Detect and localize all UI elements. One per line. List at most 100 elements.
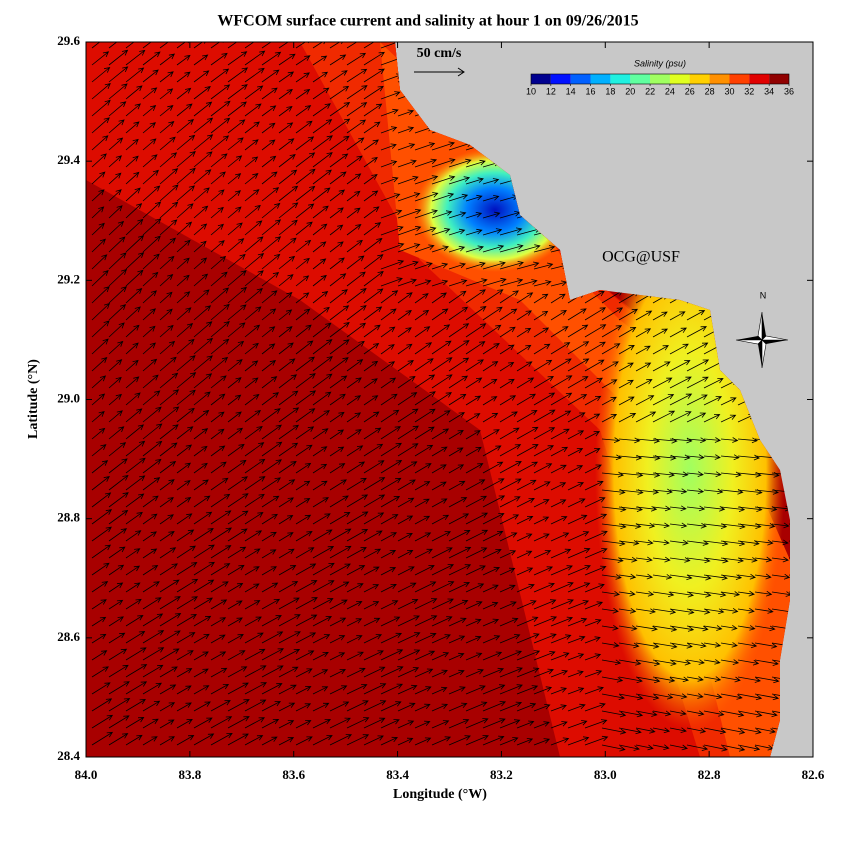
current-arrow (125, 548, 141, 559)
current-arrow (261, 477, 281, 491)
current-arrow (261, 615, 282, 627)
current-arrow (176, 355, 196, 372)
current-arrow (516, 616, 539, 627)
current-arrow (261, 495, 280, 508)
current-arrow (176, 257, 190, 270)
current-arrow (244, 530, 263, 542)
current-arrow (397, 226, 422, 236)
current-arrow (686, 522, 707, 529)
current-arrow (669, 488, 688, 495)
current-arrow (380, 460, 403, 474)
current-arrow (482, 244, 505, 253)
current-arrow (533, 463, 553, 474)
current-arrow (312, 702, 330, 712)
current-arrow (261, 631, 284, 644)
current-arrow (329, 429, 345, 440)
current-arrow (312, 546, 335, 559)
current-arrow (312, 103, 331, 117)
current-arrow (227, 582, 244, 593)
current-arrow (482, 651, 503, 661)
current-arrow (91, 599, 107, 610)
current-arrow (210, 68, 230, 83)
current-arrow (210, 563, 231, 576)
current-arrow (669, 327, 687, 338)
current-arrow (125, 440, 146, 457)
current-arrow (618, 556, 638, 563)
current-arrow (210, 617, 227, 627)
current-arrow (108, 426, 125, 440)
current-arrow (686, 342, 709, 355)
current-arrow (295, 292, 310, 304)
current-arrow (329, 495, 349, 508)
current-arrow (108, 632, 126, 644)
current-arrow (159, 152, 178, 168)
current-arrow (414, 142, 436, 151)
current-arrow (295, 373, 316, 389)
scale-label: 50 cm/s (417, 46, 462, 61)
current-arrow (380, 226, 404, 236)
current-arrow (380, 666, 404, 678)
current-arrow (278, 614, 301, 627)
current-arrow (533, 668, 554, 678)
current-arrow (601, 379, 618, 389)
current-arrow (601, 325, 623, 338)
current-arrow (771, 556, 789, 563)
current-arrow (278, 219, 298, 236)
current-arrow (261, 122, 276, 134)
current-arrow (210, 255, 227, 270)
current-arrow (108, 664, 129, 678)
current-arrow (295, 356, 315, 372)
current-arrow (176, 718, 193, 729)
current-arrow (125, 171, 140, 185)
current-arrow (329, 545, 352, 559)
current-arrow (550, 392, 573, 406)
colorbar-tick-label: 12 (546, 86, 556, 96)
current-arrow (754, 625, 776, 632)
y-tick-label: 29.6 (57, 33, 80, 48)
current-arrow (635, 395, 655, 406)
current-arrow (703, 540, 729, 547)
current-arrow (159, 648, 180, 661)
current-arrow (108, 509, 129, 525)
current-arrow (431, 703, 449, 712)
current-arrow (550, 721, 568, 729)
current-arrow (703, 396, 723, 406)
current-arrow (295, 736, 313, 746)
current-arrow (227, 650, 246, 661)
current-arrow (703, 727, 727, 735)
current-arrow (720, 540, 746, 547)
current-arrow (686, 625, 709, 632)
current-arrow (601, 574, 622, 580)
current-arrow (91, 222, 105, 236)
current-arrow (720, 607, 739, 614)
current-arrow (363, 650, 384, 661)
current-arrow (227, 510, 249, 525)
current-arrow (465, 618, 482, 627)
current-arrow (363, 121, 381, 134)
current-arrow (686, 659, 705, 665)
current-arrow (278, 292, 293, 304)
current-arrow (550, 428, 570, 440)
current-arrow (193, 205, 209, 219)
current-arrow (499, 719, 521, 729)
current-arrow (465, 377, 483, 389)
current-arrow (210, 716, 233, 729)
current-arrow (227, 493, 249, 508)
current-arrow (499, 261, 524, 270)
current-arrow (125, 49, 146, 66)
current-arrow (720, 414, 737, 423)
current-arrow (482, 195, 500, 202)
current-arrow (278, 342, 294, 355)
colorbar-tick-label: 18 (605, 86, 615, 96)
current-arrow (703, 414, 721, 423)
current-arrow (261, 42, 283, 49)
current-arrow (176, 291, 191, 304)
current-arrow (125, 475, 146, 491)
current-arrow (380, 176, 399, 185)
current-arrow (380, 242, 405, 253)
current-arrow (550, 293, 566, 304)
current-arrow (567, 482, 585, 491)
current-arrow (414, 279, 432, 287)
current-arrow (669, 376, 692, 389)
current-arrow (91, 320, 110, 338)
